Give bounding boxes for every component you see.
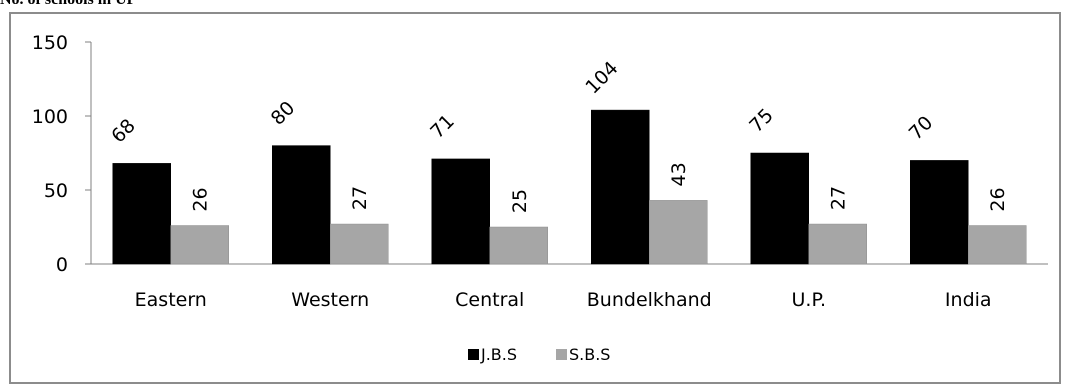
data-label: 43 (668, 162, 690, 186)
x-tick-label: India (945, 289, 992, 311)
y-tick-label: 50 (44, 180, 68, 202)
data-label: 80 (267, 97, 300, 130)
data-label: 27 (828, 186, 850, 210)
legend-label-jbs: J.B.S (480, 345, 517, 364)
x-tick-label: Eastern (135, 289, 207, 311)
data-label: 68 (107, 115, 140, 148)
data-label: 70 (905, 112, 938, 145)
x-tick-label: Bundelkhand (587, 289, 712, 311)
sbs-bar (649, 200, 708, 265)
jbs-bar (112, 163, 171, 265)
data-label: 104 (581, 57, 622, 98)
chart-heading: No. of schools in UP (0, 0, 136, 9)
sbs-bar (808, 223, 867, 265)
sbs-bar (170, 225, 229, 265)
y-tick-label: 150 (32, 32, 68, 54)
data-label: 75 (745, 104, 778, 137)
legend-swatch-jbs (468, 349, 479, 360)
data-label: 26 (987, 187, 1009, 211)
x-tick-label: Central (455, 289, 524, 311)
jbs-bar (431, 158, 490, 265)
jbs-bar (272, 145, 331, 265)
legend-swatch-sbs (556, 349, 567, 360)
data-label: 71 (426, 110, 459, 143)
legend-label-sbs: S.B.S (569, 345, 610, 364)
y-tick-label: 100 (32, 106, 68, 128)
jbs-bar (750, 152, 809, 265)
data-label: 26 (190, 187, 212, 211)
jbs-bar (910, 160, 969, 265)
data-label: 25 (509, 189, 531, 213)
sbs-bar (330, 223, 389, 265)
jbs-bar (591, 109, 650, 265)
chart-frame (9, 12, 1061, 384)
sbs-bar (968, 225, 1027, 265)
x-tick-label: U.P. (792, 289, 826, 311)
y-tick-label: 0 (56, 254, 68, 276)
x-tick-label: Western (291, 289, 369, 311)
data-label: 27 (349, 186, 371, 210)
sbs-bar (489, 226, 548, 265)
